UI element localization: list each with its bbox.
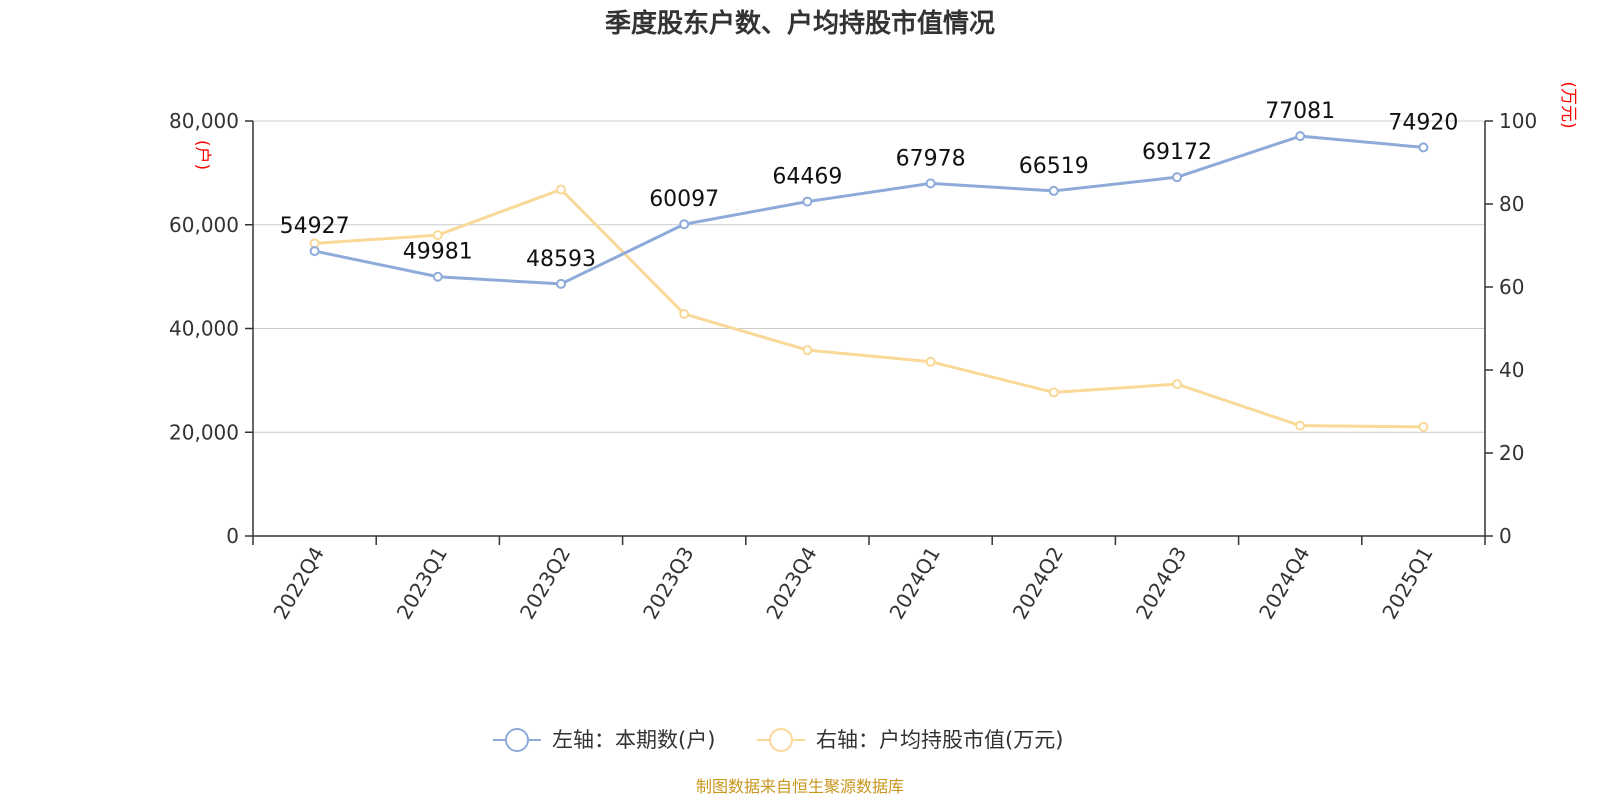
left-axis-tick-label: 60,000 [169,213,239,237]
data-point-left [925,178,936,189]
x-axis-tick-label: 2024Q2 [1008,543,1068,624]
x-axis-tick-label: 2024Q4 [1254,543,1314,624]
data-point-left [1295,131,1306,142]
data-point-right [1172,379,1182,390]
right-axis-tick-label: 80 [1499,192,1524,216]
legend: 左轴：本期数(户) 右轴：户均持股市值(万元) [493,728,1063,752]
legend-label-right-series: 右轴：户均持股市值(万元) [816,728,1063,752]
x-axis-tick-label: 2023Q2 [515,543,575,624]
x-axis-tick-label: 2024Q3 [1131,543,1191,624]
series-line-right [314,187,1424,429]
x-axis-tick-label: 2023Q3 [638,543,698,624]
data-label: 54927 [280,214,350,239]
data-label: 49981 [403,240,473,265]
right-axis-tick-label: 0 [1499,524,1512,548]
legend-symbol-circle [769,728,793,752]
data-point-left [1048,185,1059,196]
right-axis-unit: (万元) [1558,81,1578,128]
right-axis-tick-label: 40 [1499,358,1524,382]
data-label: 60097 [649,187,719,212]
data-point-left [1418,142,1429,153]
data-point-right [925,356,936,367]
data-label: 48593 [526,247,596,272]
data-point-left [432,271,443,282]
x-axis-tick-label: 2023Q4 [761,543,821,624]
legend-symbol-circle [505,728,529,752]
data-point-right [1418,421,1429,432]
left-axis-tick-label: 40,000 [169,317,239,341]
right-axis-tick-label: 100 [1499,109,1537,133]
series-line-left [314,134,1424,286]
data-point-left [556,278,566,289]
data-label: 77081 [1265,99,1335,124]
legend-item-left-series[interactable]: 左轴：本期数(户) [493,728,715,752]
right-axis-tick-label: 20 [1499,441,1524,465]
data-label: 69172 [1142,140,1212,165]
data-point-left [309,246,320,257]
x-axis-tick-label: 2023Q1 [392,543,452,624]
left-axis-tick-label: 0 [226,524,239,548]
left-axis-tick-label: 20,000 [169,420,239,444]
series [309,131,1429,432]
data-point-right [802,345,813,356]
left-axis-unit: (户) [192,140,212,170]
x-axis-tick-label: 2022Q4 [268,543,328,624]
source-note: 制图数据来自恒生聚源数据库 [696,777,904,796]
data-point-right [432,230,443,241]
data-label: 67978 [896,146,966,171]
chart-title: 季度股东户数、户均持股市值情况 [605,8,995,39]
data-point-right [1295,420,1306,431]
right-axis-tick-label: 60 [1499,275,1524,299]
data-point-left [1172,172,1182,183]
axes: 0 20,000 40,000 60,000 80,000 0 20 40 60 80 100 202… [169,109,1537,623]
left-axis-tick-label: 80,000 [169,109,239,133]
data-point-left [679,219,690,230]
data-label: 74920 [1388,110,1458,135]
data-labels: 54927 49981 48593 60097 64469 67978 66519 69172… [280,99,1459,272]
grid-lines [253,120,1485,433]
data-label: 66519 [1019,154,1089,179]
legend-item-right-series[interactable]: 右轴：户均持股市值(万元) [757,728,1063,752]
legend-label-left-series: 左轴：本期数(户) [552,728,715,752]
data-point-left [802,196,813,207]
x-axis-tick-label: 2024Q1 [884,543,944,624]
data-point-right [1048,387,1059,398]
x-axis-tick-label: 2025Q1 [1377,543,1437,624]
data-label: 64469 [772,165,842,190]
data-point-right [679,308,690,319]
data-point-right [556,184,566,195]
